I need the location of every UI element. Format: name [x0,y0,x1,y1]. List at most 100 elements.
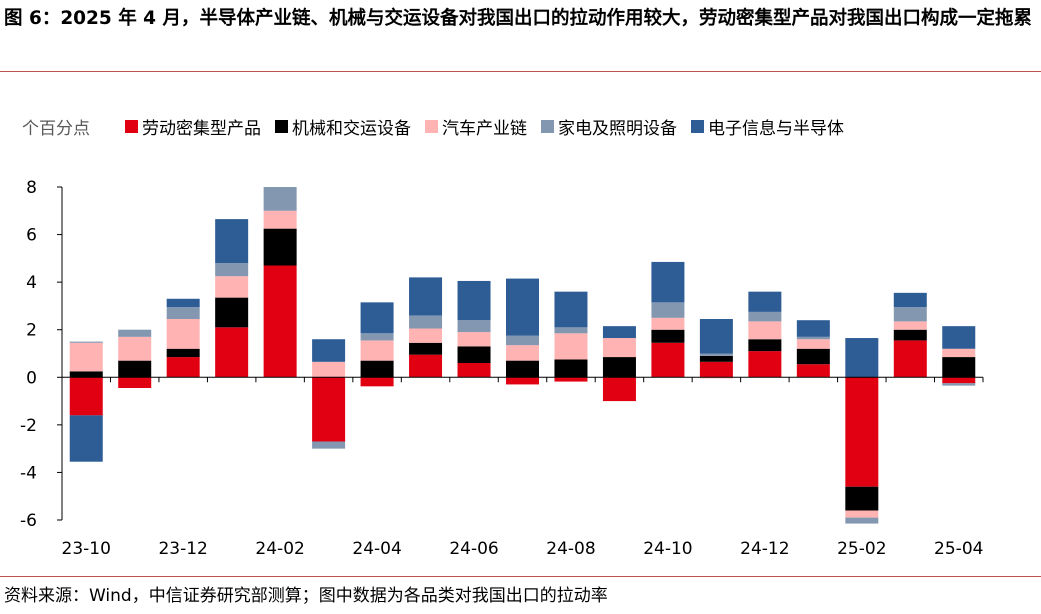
bar-segment-24-10-series-5 [651,261,685,303]
bar-segment-25-04-series-1 [942,377,976,384]
bar-segment-23-10-series-4 [69,341,103,343]
bar-segment-24-08-series-5 [554,291,588,328]
y-tick-label: 8 [26,178,37,198]
bar-segment-25-01-series-1 [796,364,830,378]
bar-segment-23-10-series-5 [69,415,103,462]
bar-series-group [69,187,976,524]
bar-segment-23-11-series-4 [118,329,152,337]
stacked-bar-chart: 劳动密集型产品 机械和交运设备 汽车产业链 家电及照明设备 电子信息与半导体 个百分点 … [20,119,984,559]
bar-segment-24-02-series-2 [263,228,297,266]
bar-segment-24-06-series-1 [457,363,491,378]
legend-swatch-2 [275,120,288,133]
y-tick-label: 2 [26,321,37,341]
bar-segment-25-02-series-3 [845,510,879,518]
bar-segment-24-06-series-4 [457,320,491,333]
bar-segment-24-03-series-4 [312,441,346,449]
bar-segment-24-12-series-3 [748,321,782,340]
bar-segment-24-02-series-4 [263,187,297,211]
bar-segment-24-02-series-3 [263,210,297,229]
bar-segment-24-06-series-3 [457,332,491,347]
bar-segment-23-10-series-1 [69,377,103,416]
x-tick-label: 23-12 [158,539,207,559]
y-tick-label: 4 [26,273,37,293]
legend-label-5: 电子信息与半导体 [708,119,844,139]
y-axis-unit-label: 个百分点 [22,119,90,139]
bar-segment-24-10-series-3 [651,317,685,330]
bar-segment-24-10-series-1 [651,342,685,378]
bar-segment-25-01-series-2 [796,348,830,365]
bar-segment-24-09-series-3 [602,338,636,358]
bar-segment-24-05-series-5 [409,277,443,316]
y-tick-label: 0 [26,368,37,388]
bar-segment-24-11-series-2 [699,355,733,362]
legend-swatch-5 [691,120,704,133]
x-tick-label: 25-02 [837,539,886,559]
bar-segment-24-09-series-1 [602,377,636,402]
bar-segment-24-10-series-4 [651,302,685,318]
bar-segment-25-02-series-4 [845,517,879,524]
bar-segment-23-10-series-2 [69,371,103,378]
legend-swatch-4 [541,120,554,133]
bar-segment-25-01-series-5 [796,320,830,337]
bar-segment-24-11-series-3 [699,377,733,379]
bar-segment-23-11-series-1 [118,377,152,388]
bar-segment-24-09-series-2 [602,357,636,378]
bar-segment-24-03-series-3 [312,361,346,378]
title-divider [0,71,1041,72]
bar-segment-24-01-series-4 [215,263,249,277]
bar-segment-25-03-series-3 [893,321,927,330]
bar-segment-24-03-series-5 [312,339,346,362]
x-tick-label: 24-06 [449,539,498,559]
y-tick-label: -2 [20,416,37,436]
bar-segment-24-04-series-1 [360,377,394,387]
legend-label-4: 家电及照明设备 [558,119,677,139]
bar-segment-25-03-series-2 [893,329,927,341]
x-tick-label: 24-02 [255,539,304,559]
chart-axes: -6 -4 -2 0 2 4 6 8 23-10 23-12 24-02 24-04 24-06 24-0… [20,178,984,559]
bar-segment-24-04-series-2 [360,360,394,378]
bar-segment-25-02-series-2 [845,486,879,511]
bar-segment-24-01-series-1 [215,327,249,378]
legend-label-3: 汽车产业链 [442,119,527,139]
x-tick-label: 24-12 [740,539,789,559]
chart-legend: 劳动密集型产品 机械和交运设备 汽车产业链 家电及照明设备 电子信息与半导体 [125,119,844,139]
bar-segment-24-12-series-4 [748,311,782,322]
bar-segment-23-11-series-3 [118,336,152,361]
bar-segment-23-10-series-3 [69,342,103,372]
bar-segment-24-10-series-2 [651,329,685,343]
bar-segment-24-07-series-5 [506,278,539,336]
legend-swatch-1 [125,120,138,133]
bar-segment-24-01-series-2 [215,297,249,328]
bar-segment-23-12-series-3 [166,319,200,349]
x-tick-label: 25-04 [934,539,983,559]
bar-segment-24-05-series-1 [409,354,443,378]
x-tick-label: 24-10 [643,539,692,559]
bar-segment-25-04-series-4 [942,383,976,386]
x-tick-label: 23-10 [62,539,111,559]
bar-segment-24-12-series-1 [748,351,782,378]
bar-segment-24-11-series-1 [699,361,733,378]
bar-segment-23-12-series-4 [166,307,200,320]
bar-segment-23-11-series-2 [118,360,152,378]
bar-segment-24-05-series-3 [409,328,443,343]
bar-segment-23-12-series-2 [166,348,200,358]
bar-segment-25-03-series-5 [893,292,927,308]
bar-segment-24-04-series-5 [360,302,394,334]
bar-segment-25-02-series-1 [845,377,879,487]
bar-segment-23-12-series-1 [166,357,200,378]
bar-segment-24-05-series-2 [409,342,443,355]
bar-segment-24-11-series-5 [699,319,733,354]
source-note: 资料来源：Wind，中信证券研究部测算；图中数据为各品类对我国出口的拉动率 [4,586,608,606]
x-tick-label: 24-04 [352,539,401,559]
legend-swatch-3 [425,120,438,133]
bar-segment-24-11-series-4 [699,353,733,356]
bar-segment-25-03-series-4 [893,307,927,322]
figure-title: 图 6：2025 年 4 月，半导体产业链、机械与交运设备对我国出口的拉动作用较… [4,8,1033,29]
bar-segment-24-09-series-5 [602,326,636,339]
bar-segment-25-04-series-3 [942,348,976,358]
bar-segment-23-12-series-5 [166,298,200,308]
bar-segment-24-12-series-2 [748,339,782,352]
y-tick-label: -6 [20,511,37,531]
bar-segment-24-03-series-1 [312,377,346,442]
bar-segment-25-04-series-2 [942,357,976,378]
